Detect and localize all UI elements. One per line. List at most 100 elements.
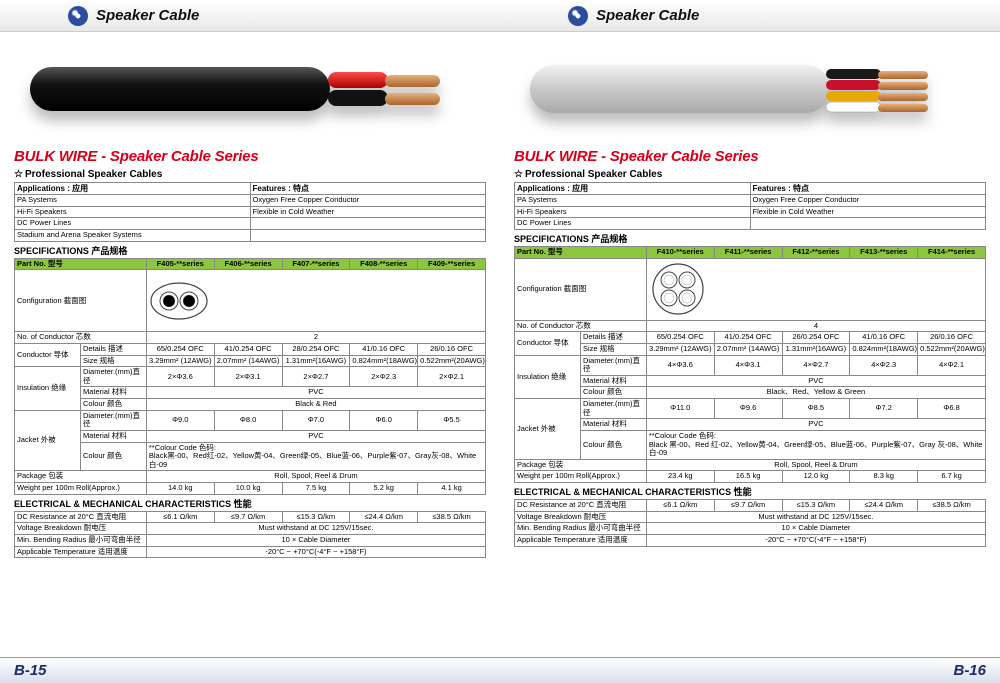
app-row: DC Power Lines xyxy=(515,218,751,230)
cell: 2×Φ2.1 xyxy=(418,367,486,387)
row-label: Colour 颜色 xyxy=(80,399,146,411)
cell: 10 × Cable Diameter xyxy=(646,523,985,535)
page-right: Speaker Cable BULK WIRE - Speaker Cable xyxy=(500,0,1000,683)
cell: Φ9.0 xyxy=(146,410,214,430)
part-col: F413-**series xyxy=(850,247,918,259)
row-label: Diameter.(mm)直径 xyxy=(580,355,646,375)
cell: Φ8.5 xyxy=(782,399,850,419)
feat-label: Features : 特点 xyxy=(250,183,486,195)
app-feat-table: Applications : 应用Features : 特点 PA System… xyxy=(14,182,486,242)
app-row: DC Power Lines xyxy=(15,218,251,230)
apps-label: Applications : 应用 xyxy=(15,183,251,195)
cell: 4×Φ3.1 xyxy=(714,355,782,375)
content-left: BULK WIRE - Speaker Cable Series ☆Profes… xyxy=(0,142,500,657)
page-footer: B-15 xyxy=(0,657,500,683)
row-group: Jacket 外被 xyxy=(515,399,581,460)
cell: 4.1 kg xyxy=(418,483,486,495)
product-image-right xyxy=(500,32,1000,142)
cell: 23.4 kg xyxy=(646,471,714,483)
cell: 41/0.254 OFC xyxy=(214,343,282,355)
cell: PVC xyxy=(146,387,485,399)
cell: ≤38.5 Ω/km xyxy=(918,500,986,512)
row-label: Colour 颜色 xyxy=(580,387,646,399)
cell: Φ11.0 xyxy=(646,399,714,419)
specs-heading: SPECIFICATIONS 产品规格 xyxy=(514,230,986,246)
cell: 26/0.16 OFC xyxy=(918,332,986,344)
elec-table: DC Resistance at 20°C 直流电阻 ≤6.1 Ω/km≤9.7… xyxy=(514,499,986,547)
cell: ≤24.4 Ω/km xyxy=(350,511,418,523)
row-label: DC Resistance at 20°C 直流电阻 xyxy=(15,511,147,523)
row-label: Colour 颜色 xyxy=(580,430,646,459)
cell: 6.7 kg xyxy=(918,471,986,483)
specs-table: Part No. 型号 F405-**series F406-**series … xyxy=(14,258,486,495)
cell: 4×Φ2.3 xyxy=(850,355,918,375)
cell: Black、Red、Yellow & Green xyxy=(646,387,985,399)
cell: 8.3 kg xyxy=(850,471,918,483)
cell: Must withstand at DC 125V/15sec. xyxy=(646,511,985,523)
feat-row: Oxygen Free Copper Conductor xyxy=(250,195,486,207)
cell: 2×Φ3.1 xyxy=(214,367,282,387)
app-row: PA Systems xyxy=(515,195,751,207)
cell: Φ8.0 xyxy=(214,410,282,430)
cell: 4×Φ3.6 xyxy=(646,355,714,375)
row-label: No. of Conductor 芯数 xyxy=(15,332,147,344)
cell: 10.0 kg xyxy=(214,483,282,495)
cell: -20°C ~ +70°C(-4°F ~ +158°F) xyxy=(146,546,485,558)
part-col: F410-**series xyxy=(646,247,714,259)
row-group: Insulation 绝缘 xyxy=(515,355,581,399)
part-col: F405-**series xyxy=(146,258,214,270)
cell: Φ9.6 xyxy=(714,399,782,419)
cell: 5.2 kg xyxy=(350,483,418,495)
cell: 0.824mm²(18AWG) xyxy=(350,355,418,367)
cell: 16.5 kg xyxy=(714,471,782,483)
content-right: BULK WIRE - Speaker Cable Series ☆Profes… xyxy=(500,142,1000,657)
row-label: Diameter.(mm)直径 xyxy=(580,399,646,419)
cell: 0.824mm²(18AWG) xyxy=(850,343,918,355)
row-label: Applicable Temperature 适用温度 xyxy=(515,534,647,546)
row-group: Jacket 外被 xyxy=(15,410,81,471)
row-label: Weight per 100m Roll(Approx.) xyxy=(515,471,647,483)
series-title: BULK WIRE - Speaker Cable Series xyxy=(514,148,986,165)
cell: ≤9.7 Ω/km xyxy=(214,511,282,523)
row-label: Voltage Breakdown 耐电压 xyxy=(515,511,647,523)
cell: 2.07mm² (14AWG) xyxy=(714,343,782,355)
row-label: Package 包装 xyxy=(515,459,647,471)
part-col: F414-**series xyxy=(918,247,986,259)
row-label: Material 材料 xyxy=(80,387,146,399)
config-diagram-cell xyxy=(646,258,985,320)
page-footer: B-16 xyxy=(500,657,1000,683)
cell: 0.522mm²(20AWG) xyxy=(918,343,986,355)
cell: 2×Φ2.7 xyxy=(282,367,350,387)
catalog-spread: Speaker Cable BULK WIRE - Speaker Cable … xyxy=(0,0,1000,683)
elec-heading: ELECTRICAL & MECHANICAL CHARACTERISTICS … xyxy=(514,483,986,499)
apps-label: Applications : 应用 xyxy=(515,183,751,195)
cell: Roll, Spool, Reel & Drum xyxy=(146,471,485,483)
cell: 41/0.16 OFC xyxy=(850,332,918,344)
feat-row: Flexible in Cold Weather xyxy=(750,206,986,218)
config-diagram-cell xyxy=(146,270,485,332)
app-row: PA Systems xyxy=(15,195,251,207)
cell: 14.0 kg xyxy=(146,483,214,495)
row-label: Min. Bending Radius 最小可弯曲半径 xyxy=(515,523,647,535)
row-group: Conductor 导体 xyxy=(15,343,81,366)
part-col: F412-**series xyxy=(782,247,850,259)
row-label: Package 包装 xyxy=(15,471,147,483)
cell: 41/0.16 OFC xyxy=(350,343,418,355)
part-col: F408-**series xyxy=(350,258,418,270)
cell: Φ7.2 xyxy=(850,399,918,419)
cell: ≤6.1 Ω/km xyxy=(146,511,214,523)
part-col: F407-**series xyxy=(282,258,350,270)
cell: Black & Red xyxy=(146,399,485,411)
row-label: Size 规格 xyxy=(80,355,146,367)
cell: 3.29mm² (12AWG) xyxy=(146,355,214,367)
cell: 28/0.254 OFC xyxy=(282,343,350,355)
row-label: Material 材料 xyxy=(80,430,146,442)
app-row: Hi-Fi Speakers xyxy=(15,206,251,218)
cell: ≤15.3 Ω/km xyxy=(782,500,850,512)
header-title: Speaker Cable xyxy=(596,7,699,24)
config-label: Configuration 截面图 xyxy=(515,258,647,320)
brand-logo-icon xyxy=(68,6,88,26)
row-label: Applicable Temperature 适用温度 xyxy=(15,546,147,558)
part-no-label: Part No. 型号 xyxy=(15,258,147,270)
cell: 26/0.254 OFC xyxy=(782,332,850,344)
